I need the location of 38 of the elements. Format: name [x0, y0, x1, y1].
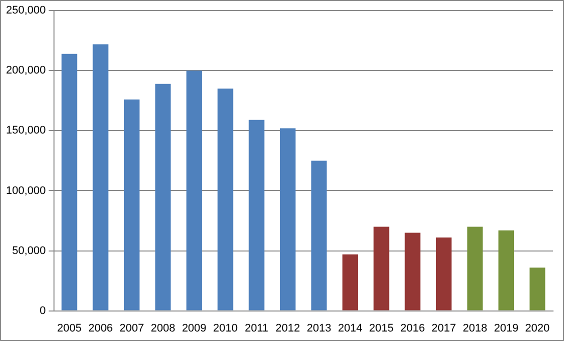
y-tick-label: 50,000 — [12, 244, 46, 257]
x-tick-label: 2017 — [432, 322, 456, 334]
y-tick-label: 0 — [40, 304, 46, 317]
bar — [124, 99, 140, 310]
x-tick-label: 2011 — [244, 322, 268, 334]
x-tick-label: 2015 — [369, 322, 394, 334]
bar — [498, 230, 514, 310]
y-tick-label: 250,000 — [6, 4, 46, 17]
bar — [248, 120, 264, 310]
bar — [374, 226, 390, 310]
y-tick-label: 200,000 — [6, 64, 46, 77]
bar — [186, 70, 202, 310]
bar — [280, 128, 296, 310]
bar — [92, 44, 108, 310]
x-tick-label: 2016 — [400, 322, 425, 334]
bar — [342, 254, 358, 310]
x-tick-label: 2006 — [88, 322, 113, 334]
bar — [311, 160, 327, 310]
x-tick-label: 2013 — [306, 322, 332, 334]
x-tick-label: 2010 — [213, 322, 238, 334]
x-tick-label: 2019 — [494, 322, 518, 334]
x-tick-label: 2008 — [150, 322, 176, 334]
bar — [62, 54, 78, 310]
y-tick-label: 150,000 — [6, 124, 46, 137]
bar — [530, 268, 546, 310]
bar — [218, 88, 234, 310]
x-tick-label: 2018 — [462, 322, 488, 334]
bar — [404, 232, 420, 310]
x-tick-label: 2005 — [57, 322, 82, 334]
x-tick-label: 2009 — [182, 322, 206, 334]
x-tick-label: 2007 — [120, 322, 144, 334]
y-tick-label: 100,000 — [6, 184, 46, 197]
x-tick-label: 2020 — [525, 322, 550, 334]
bar — [467, 226, 483, 310]
bar — [155, 84, 171, 310]
bar — [436, 238, 452, 310]
x-tick-label: 2014 — [338, 322, 362, 334]
x-tick-label: 2012 — [276, 322, 300, 334]
